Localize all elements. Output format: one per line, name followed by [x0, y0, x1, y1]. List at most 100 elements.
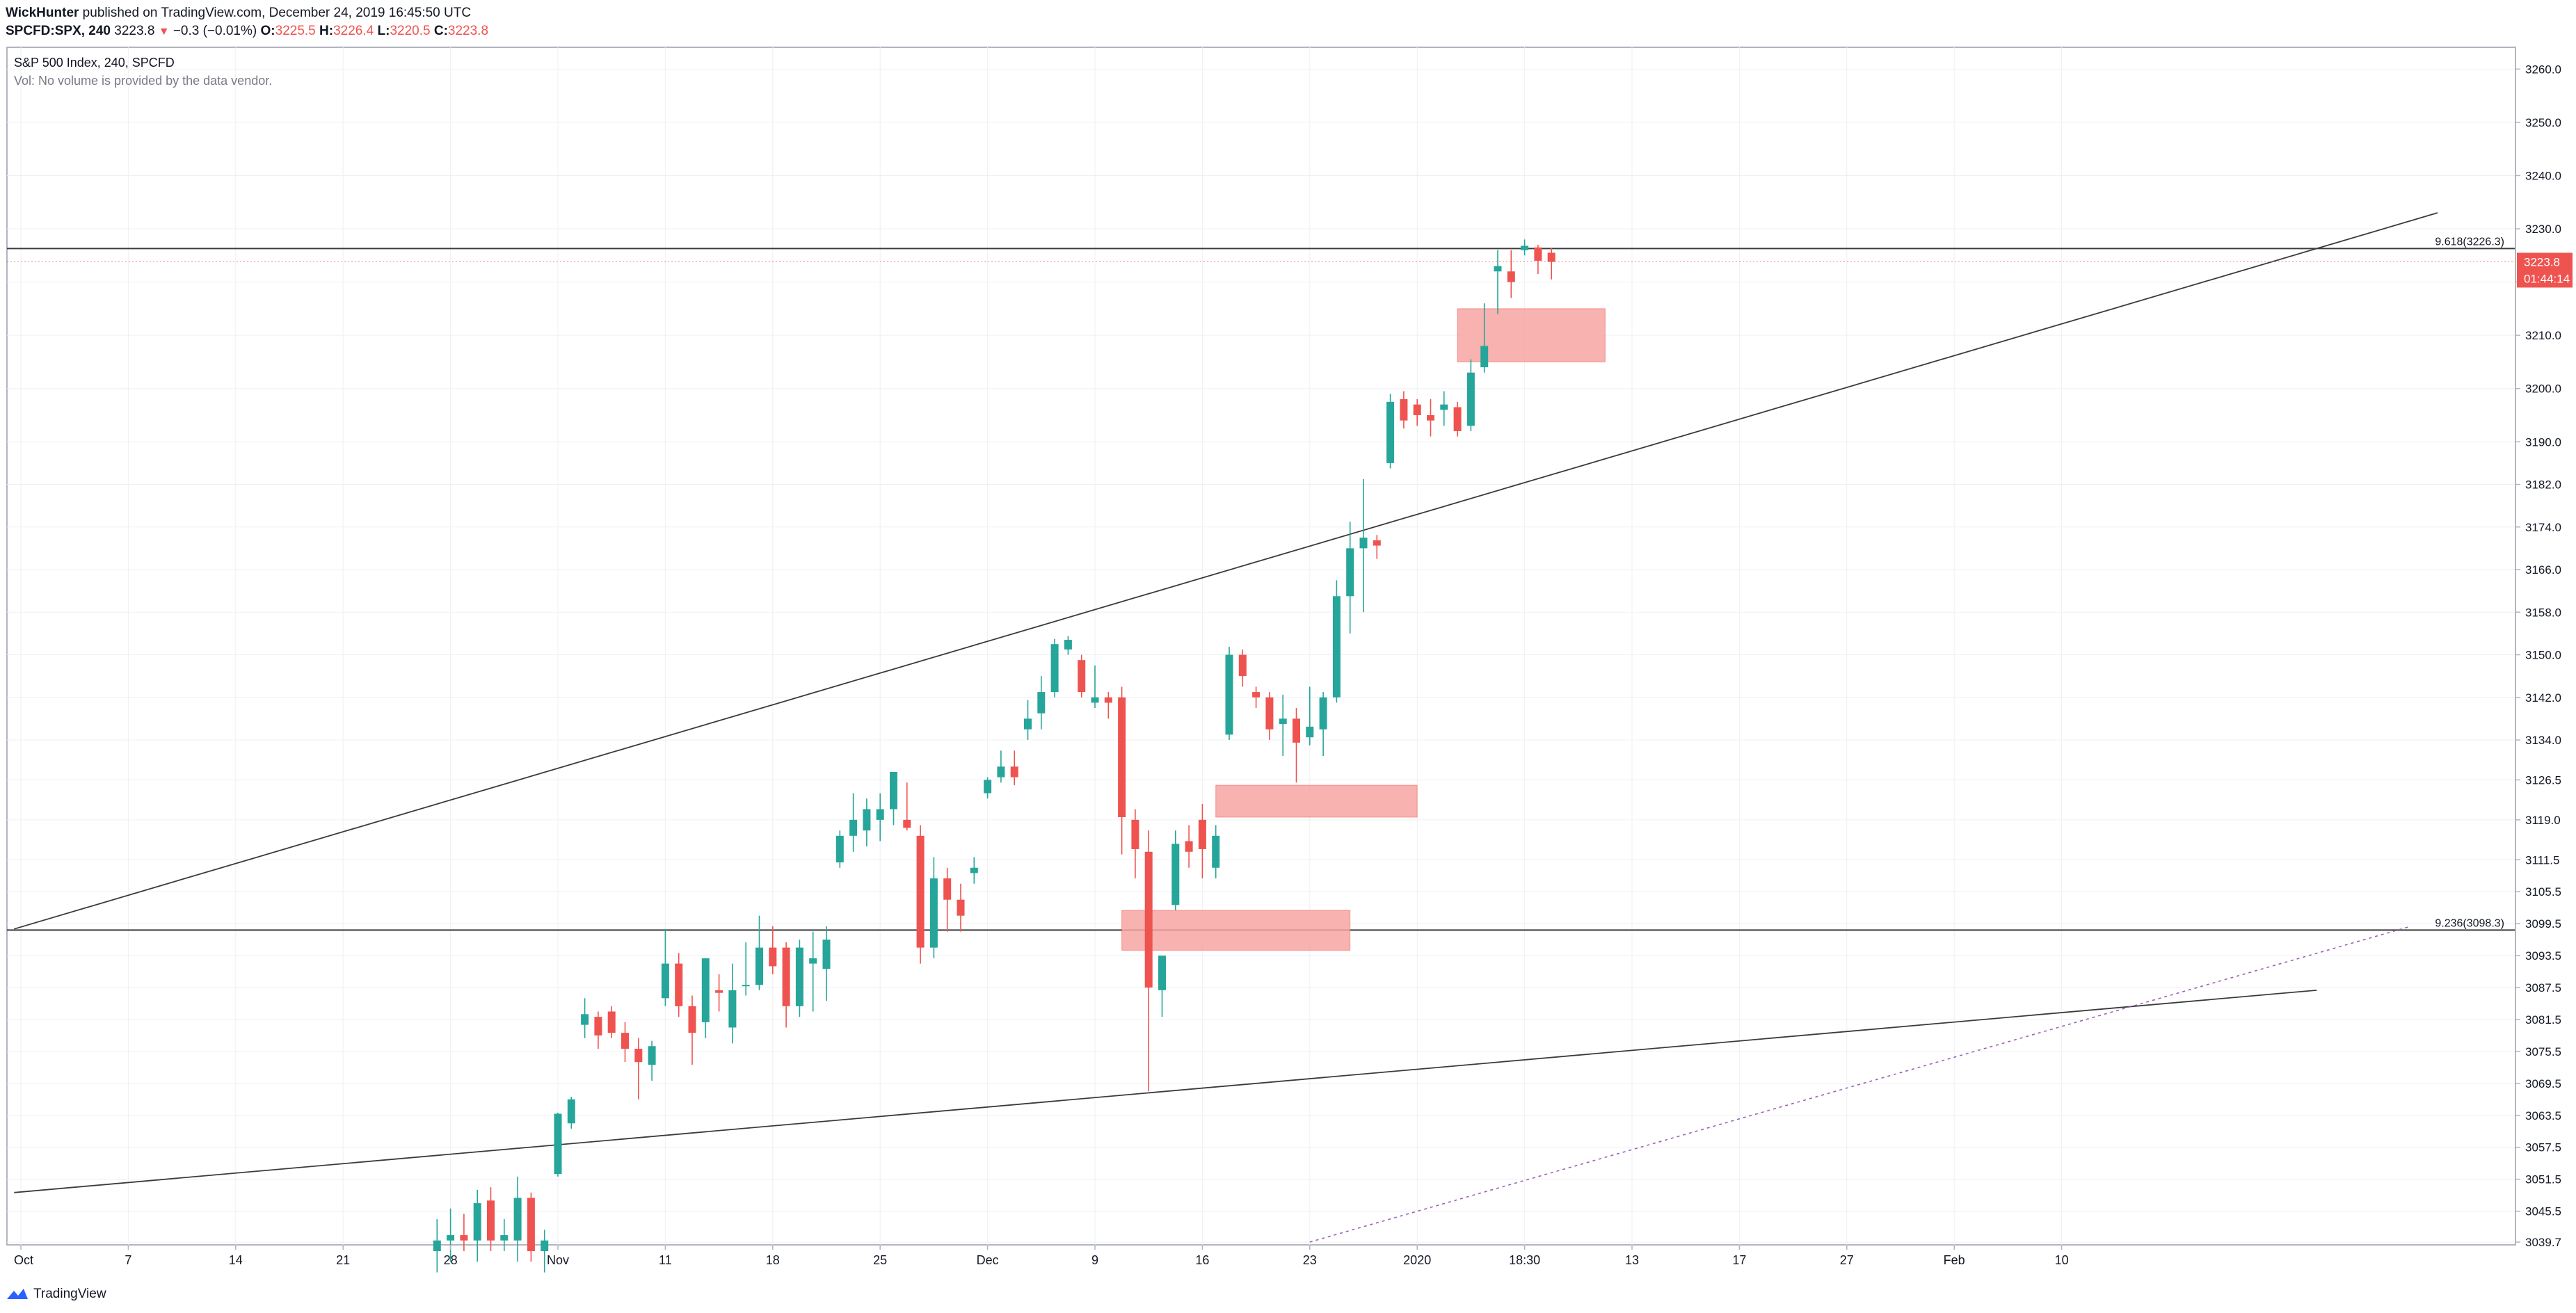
candle-body: [1158, 956, 1166, 990]
price-tick-label: 3039.7: [2525, 1236, 2561, 1249]
candle-body: [903, 819, 911, 828]
candle-body: [863, 809, 871, 831]
price-tick-label: 3142.0: [2525, 691, 2561, 704]
candle-body: [728, 990, 737, 1028]
candle-body: [1332, 596, 1341, 698]
candle-body: [1547, 252, 1555, 262]
candle-body: [1494, 266, 1502, 272]
candle-down: [1185, 825, 1193, 868]
candle-body: [527, 1198, 535, 1252]
candle-body: [929, 878, 938, 948]
footer-brand[interactable]: TradingView: [33, 1287, 106, 1301]
price-tick-label: 3057.5: [2525, 1141, 2561, 1154]
candle-up: [984, 777, 992, 799]
time-tick-label: 18:30: [1509, 1253, 1540, 1267]
price-tick-label: 3134.0: [2525, 734, 2561, 747]
time-tick-label: 10: [2055, 1253, 2069, 1267]
candle-up: [929, 857, 938, 958]
candle-body: [1427, 414, 1434, 421]
candle-up: [473, 1189, 481, 1262]
candle-body: [997, 766, 1005, 778]
time-tick-label: 23: [1303, 1253, 1317, 1267]
candle-up: [809, 931, 817, 1012]
candle-body: [1386, 401, 1395, 463]
candle-body: [1171, 844, 1180, 905]
candle-down: [460, 1214, 468, 1252]
candle-body: [1400, 399, 1408, 421]
candle-up: [1480, 303, 1489, 373]
close-label: C:: [433, 24, 448, 38]
trendlines: [14, 212, 2438, 1243]
candle-down: [675, 953, 683, 1017]
candle-up: [742, 942, 750, 996]
candle-body: [1413, 404, 1421, 415]
candle-body: [621, 1033, 629, 1049]
candle-down: [487, 1187, 495, 1252]
candle-body: [742, 985, 750, 987]
candle-down: [634, 1038, 643, 1099]
candle-up: [1466, 359, 1475, 431]
time-tick-label: 17: [1732, 1253, 1746, 1267]
price-chart[interactable]: 9.618(3226.3)9.236(3098.3) 3039.73045.53…: [0, 0, 2576, 1280]
candle-up: [1494, 250, 1502, 314]
zone-box: [1215, 784, 1418, 818]
symbol-line: SPCFD:SPX, 240 3223.8 ▼ −0.3 (−0.01%) O:…: [6, 22, 488, 41]
candle-up: [970, 857, 978, 884]
candlesticks: [433, 239, 1555, 1273]
author-name[interactable]: WickHunter: [6, 6, 79, 20]
price-tick-label: 3075.5: [2525, 1045, 2561, 1058]
candle-down: [1427, 399, 1434, 437]
candle-body: [701, 958, 710, 1022]
candle-up: [876, 793, 884, 841]
candle-down: [1373, 535, 1381, 559]
candle-body: [1265, 697, 1274, 730]
candle-body: [581, 1014, 589, 1025]
time-tick-label: 14: [229, 1253, 243, 1267]
candle-up: [648, 1040, 656, 1081]
price-tick-label: 3190.0: [2525, 435, 2561, 449]
price-tick-label: 3105.5: [2525, 885, 2561, 899]
candle-body: [1534, 247, 1542, 261]
candle-body: [1440, 404, 1448, 410]
candle-body: [822, 940, 831, 969]
symbol-label[interactable]: SPCFD:SPX, 240: [6, 24, 111, 38]
candle-up: [661, 928, 669, 1006]
candle-down: [1198, 803, 1206, 879]
candle-down: [1010, 750, 1018, 786]
candle-body: [460, 1235, 468, 1241]
candle-up: [554, 1112, 562, 1177]
high-label: H:: [319, 24, 334, 38]
candle-body: [809, 958, 817, 964]
price-tick-label: 3119.0: [2525, 814, 2561, 827]
candle-body: [554, 1113, 562, 1174]
price-tick-label: 3182.0: [2525, 478, 2561, 492]
candle-body: [782, 947, 790, 1006]
candle-body: [1373, 540, 1381, 546]
candle-up: [447, 1208, 455, 1262]
price-tick-label: 3069.5: [2525, 1077, 2561, 1090]
candle-down: [527, 1192, 535, 1262]
time-tick-label: 9: [1091, 1253, 1098, 1267]
price-axis[interactable]: 3039.7 3045.5 3051.5 3057.5 3063.5 3069.5 3075…: [2515, 47, 2561, 1249]
candle-down: [621, 1022, 629, 1063]
candle-up: [1091, 665, 1099, 709]
high-value: 3226.4: [333, 24, 374, 38]
candle-body: [1024, 718, 1032, 730]
plot-area[interactable]: [6, 47, 2516, 1246]
candle-down: [1144, 830, 1153, 1092]
time-tick-label: 11: [659, 1253, 672, 1267]
fib-level-label: 9.618(3226.3): [2435, 236, 2504, 248]
candle-body: [433, 1240, 441, 1252]
legend-title: S&P 500 Index, 240, SPCFD: [14, 56, 175, 70]
zone-box: [1121, 910, 1351, 951]
low-label: L:: [377, 24, 390, 38]
price-change: −0.3 (−0.01%): [173, 24, 257, 38]
time-axis[interactable]: Oct 7 14 21 28 Nov 11 18 25 Dec 9 16 23 2020 18:30 13 17…: [14, 1245, 2069, 1267]
candle-body: [513, 1198, 522, 1241]
candle-down: [594, 1011, 602, 1049]
candle-down: [1104, 692, 1112, 719]
candle-down: [1507, 250, 1515, 298]
candle-up: [849, 793, 858, 852]
candle-up: [581, 998, 589, 1038]
time-tick-label: 18: [766, 1253, 780, 1267]
